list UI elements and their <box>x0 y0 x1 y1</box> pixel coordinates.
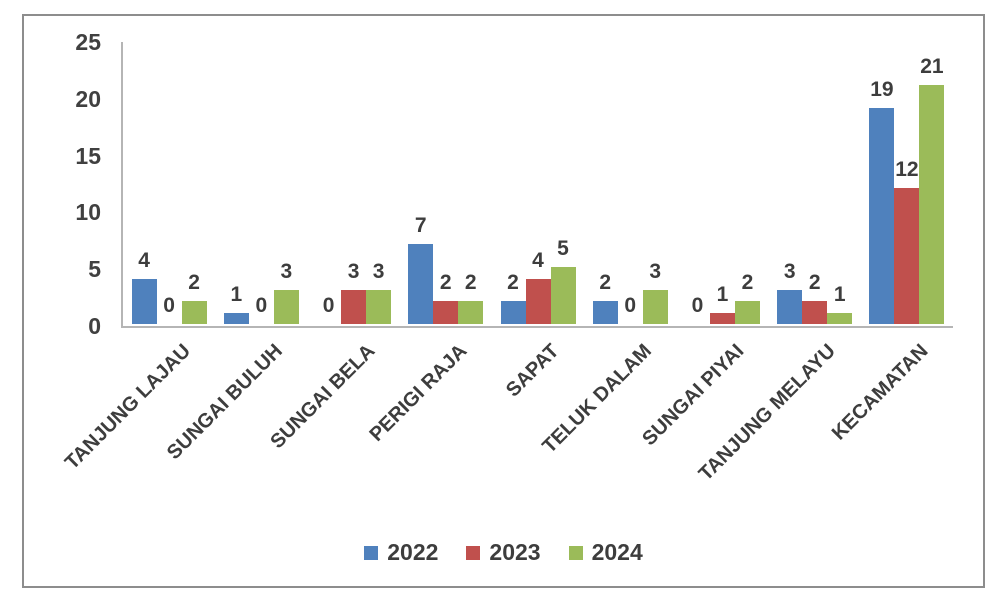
bar-2024-tanjung-melayu <box>827 313 853 324</box>
bar-value-label-2024-teluk-dalam: 3 <box>649 260 662 283</box>
bar-2023-tanjung-melayu <box>802 301 828 324</box>
bar-value-label-2024-sungai-bela: 3 <box>372 260 385 283</box>
bar-2024-tanjung-lajau <box>181 301 207 324</box>
legend-label-2024: 2024 <box>591 539 643 565</box>
bar-value-label-2024-sungai-buluh: 3 <box>280 260 293 283</box>
category-label-text: PERIGI RAJA <box>365 340 472 446</box>
bar-value-label-2024-kecamatan: 21 <box>920 55 944 78</box>
bar-2022-sungai-buluh <box>223 313 249 324</box>
bar-value-label-2023-sapat: 4 <box>532 249 544 272</box>
legend-swatch-2022-icon <box>364 545 379 560</box>
y-tick-label: 0 <box>88 313 101 339</box>
bar-2024-perigi-raja <box>458 301 484 324</box>
legend-item-2024: 2024 <box>568 539 643 566</box>
legend: 2022 2023 2024 <box>24 539 983 566</box>
chart-frame: 0 5 10 15 20 25 4 0 2 TANJUNG LAJAU 1 0 3 SUNGAI BULU… <box>22 14 985 588</box>
bar-2024-sungai-piyai <box>734 301 760 324</box>
bar-value-label-2022-tanjung-melayu: 3 <box>783 260 796 283</box>
bar-2022-tanjung-lajau <box>131 279 157 324</box>
bar-value-label-2024-sungai-piyai: 2 <box>741 271 754 294</box>
bar-2023-perigi-raja <box>433 301 459 324</box>
bar-2024-sungai-bela <box>366 290 392 324</box>
bar-value-label-2023-perigi-raja: 2 <box>439 271 452 294</box>
bar-value-label-2022-sungai-bela: 0 <box>322 294 335 317</box>
legend-item-2022: 2022 <box>364 539 438 566</box>
y-tick-label: 5 <box>88 256 101 283</box>
bar-value-label-2023-tanjung-melayu: 2 <box>808 271 821 294</box>
bar-2022-perigi-raja <box>408 244 434 324</box>
legend-item-2023: 2023 <box>466 539 541 566</box>
plot-area: 0 5 10 15 20 25 4 0 2 TANJUNG LAJAU 1 0 3 SUNGAI BULU… <box>61 29 953 485</box>
y-tick-label: 10 <box>75 199 101 226</box>
bar-value-label-2023-teluk-dalam: 0 <box>624 294 637 317</box>
legend-swatch-2024-icon <box>568 545 583 560</box>
bar-value-label-2022-sungai-piyai: 0 <box>691 294 704 317</box>
y-tick-label: 25 <box>75 29 101 55</box>
bar-2023-sungai-bela <box>341 290 367 324</box>
legend-swatch-2023-icon <box>466 545 481 560</box>
bar-value-label-2023-sungai-piyai: 1 <box>716 283 729 306</box>
bar-2023-sungai-piyai <box>709 313 735 324</box>
legend-label-2022: 2022 <box>387 539 439 565</box>
bar-2023-sapat <box>525 279 551 324</box>
y-tick-label: 15 <box>75 142 101 169</box>
category-label-text: KECAMATAN <box>827 340 933 445</box>
bar-value-label-2024-tanjung-lajau: 2 <box>188 271 200 294</box>
bar-2024-teluk-dalam <box>642 290 668 324</box>
bar-2024-sungai-buluh <box>273 290 299 324</box>
bar-value-label-2022-tanjung-lajau: 4 <box>138 249 150 272</box>
bar-2023-kecamatan <box>894 188 920 324</box>
bar-value-label-2022-teluk-dalam: 2 <box>599 271 612 294</box>
bar-2022-sapat <box>500 301 526 324</box>
bar-2024-kecamatan <box>919 85 945 324</box>
x-axis-line <box>121 326 953 328</box>
bar-2022-teluk-dalam <box>592 301 618 324</box>
bar-value-label-2023-sungai-bela: 3 <box>347 260 360 283</box>
bar-value-label-2024-sapat: 5 <box>557 237 569 260</box>
bar-value-label-2022-kecamatan: 19 <box>870 78 894 101</box>
bar-value-label-2023-tanjung-lajau: 0 <box>163 294 175 317</box>
category-label-text: SAPAT <box>502 340 564 402</box>
bar-value-label-2023-sungai-buluh: 0 <box>255 294 268 317</box>
bar-2022-kecamatan <box>869 108 895 324</box>
y-axis-line <box>121 42 123 328</box>
legend-label-2023: 2023 <box>489 539 541 565</box>
bar-value-label-2022-sungai-buluh: 1 <box>230 283 243 306</box>
bar-value-label-2024-perigi-raja: 2 <box>464 271 477 294</box>
bar-value-label-2024-tanjung-melayu: 1 <box>833 283 846 306</box>
bar-value-label-2022-perigi-raja: 7 <box>414 214 427 237</box>
bar-2022-tanjung-melayu <box>777 290 803 324</box>
bar-2024-sapat <box>550 267 576 324</box>
y-tick-label: 20 <box>75 85 101 112</box>
bar-value-label-2023-kecamatan: 12 <box>895 158 919 181</box>
bar-value-label-2022-sapat: 2 <box>507 271 519 294</box>
